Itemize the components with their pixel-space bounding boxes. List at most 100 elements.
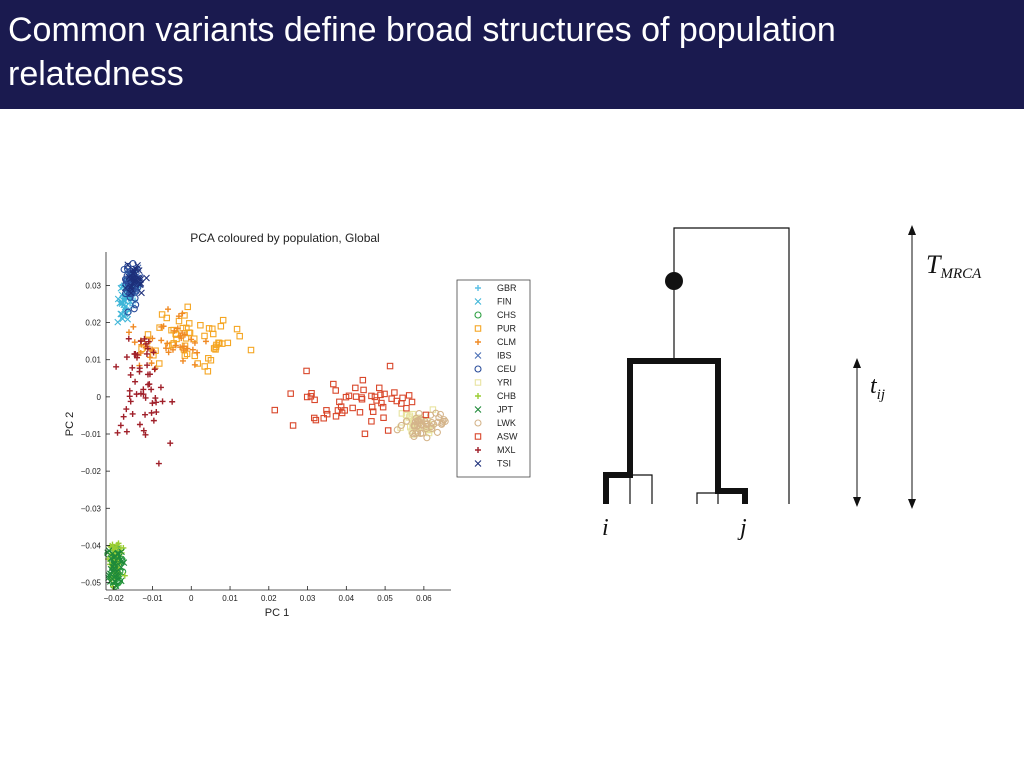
- data-point: [114, 318, 122, 326]
- data-point: [177, 344, 184, 351]
- data-point: [428, 424, 436, 433]
- data-point: [197, 321, 204, 329]
- data-point: [137, 338, 144, 345]
- data-point: [110, 553, 117, 561]
- data-point: [312, 416, 320, 424]
- data-point: [152, 395, 159, 402]
- data-point: [143, 274, 150, 282]
- data-point: [412, 430, 420, 438]
- data-point: [352, 393, 360, 400]
- outer-lineage-left: [629, 474, 653, 504]
- legend-label: CEU: [497, 364, 516, 374]
- data-point: [160, 323, 167, 330]
- data-point: [408, 398, 416, 406]
- data-point: [423, 420, 431, 428]
- tij-label: tij: [870, 373, 885, 403]
- x-tick-label: 0.05: [377, 594, 393, 603]
- data-point: [157, 384, 164, 391]
- data-point: [127, 275, 134, 283]
- data-point: [430, 420, 438, 428]
- data-point: [179, 310, 186, 317]
- data-point: [184, 303, 191, 311]
- data-point: [130, 305, 138, 313]
- data-point: [117, 422, 124, 429]
- data-point: [185, 329, 193, 336]
- data-point: [381, 390, 388, 398]
- y-tick-label: 0.03: [85, 281, 101, 290]
- data-point: [127, 398, 134, 405]
- legend-label: GBR: [497, 283, 517, 293]
- data-point: [172, 342, 179, 349]
- data-point: [368, 392, 375, 400]
- data-point: [373, 397, 380, 404]
- data-point: [434, 418, 442, 426]
- data-point: [148, 386, 155, 393]
- data-point: [212, 346, 219, 353]
- data-point: [217, 322, 225, 330]
- data-point: [136, 421, 143, 428]
- data-point: [125, 335, 132, 342]
- data-point: [120, 301, 128, 309]
- data-point: [165, 349, 172, 356]
- data-point: [150, 417, 157, 424]
- data-point: [126, 393, 133, 400]
- data-point: [189, 346, 196, 353]
- data-point: [210, 345, 218, 352]
- data-point: [164, 340, 171, 347]
- data-point: [111, 564, 119, 572]
- data-point: [405, 392, 413, 399]
- legend-label: PUR: [497, 324, 517, 334]
- legend: GBR FIN CHS PUR CLM IBS CEU YRI CHB JPT LWK ASW MXL T…: [474, 283, 518, 469]
- data-point: [145, 338, 152, 345]
- data-point: [181, 352, 189, 359]
- x-tick-label: 0: [189, 594, 194, 603]
- legend-marker: [474, 365, 482, 373]
- data-point: [138, 289, 145, 297]
- x-tick-label: 0.06: [416, 594, 432, 603]
- data-point: [117, 544, 124, 551]
- data-point: [323, 407, 330, 414]
- data-point: [398, 410, 406, 417]
- data-point: [201, 332, 208, 340]
- data-point: [127, 282, 135, 290]
- data-point: [358, 394, 365, 401]
- data-point: [399, 394, 406, 402]
- data-point: [427, 411, 435, 419]
- data-point: [129, 364, 136, 371]
- chart-title: PCA coloured by population, Global: [190, 231, 379, 245]
- data-point: [140, 391, 147, 398]
- data-point: [143, 350, 150, 357]
- data-point: [171, 327, 178, 334]
- data-point: [402, 417, 410, 425]
- legend-label: IBS: [497, 351, 512, 361]
- data-point: [175, 317, 183, 325]
- data-point: [368, 403, 376, 411]
- data-point: [303, 393, 311, 401]
- legend-label: ASW: [497, 432, 518, 442]
- legend-marker: [475, 285, 481, 291]
- data-point: [349, 404, 356, 412]
- data-point: [202, 338, 209, 345]
- legend-marker: [475, 339, 481, 345]
- data-point: [129, 410, 136, 417]
- data-point: [289, 422, 297, 429]
- data-point: [236, 332, 243, 340]
- y-axis-label: PC 2: [64, 412, 76, 436]
- coalescent-tree-diagram: i j tij TMRCA: [602, 225, 982, 541]
- legend-marker: [474, 379, 482, 386]
- data-point: [303, 367, 310, 375]
- data-point: [132, 265, 140, 273]
- data-point: [118, 548, 125, 556]
- data-point: [144, 331, 152, 338]
- plot-points: [104, 260, 449, 590]
- y-tick-label: −0.05: [81, 579, 102, 588]
- data-point: [137, 350, 144, 357]
- data-point: [410, 422, 418, 430]
- data-point: [149, 400, 156, 407]
- y-tick-label: 0.02: [85, 319, 101, 328]
- data-point: [127, 289, 135, 297]
- legend-marker: [475, 447, 481, 453]
- data-point: [124, 262, 132, 270]
- tmrca-bracket: [908, 225, 916, 509]
- data-point: [121, 572, 128, 579]
